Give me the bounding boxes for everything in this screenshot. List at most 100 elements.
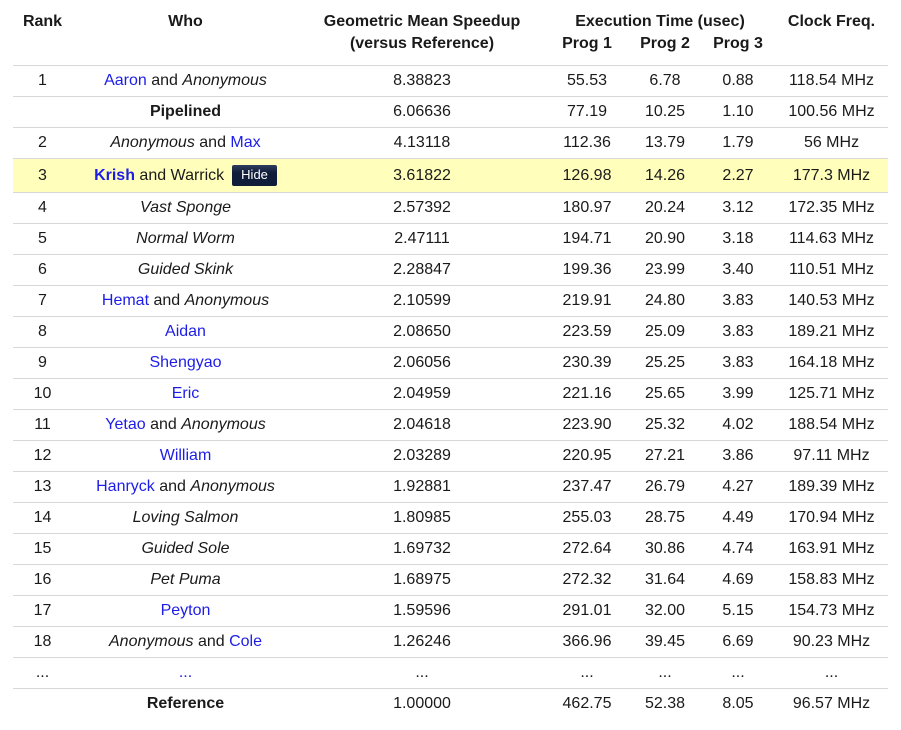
prog3-cell: 0.88 [722,72,754,89]
who-cell: Hanryck and Anonymous [72,472,299,503]
prog3-cell: 3.18 [722,230,754,248]
prog2-cell: 26.79 [644,478,686,496]
who-text: and [154,478,191,496]
clock-cell: 125.71 MHz [788,385,875,403]
who-link[interactable]: Shengyao [149,354,222,372]
col-header-prog3: Prog 3 [713,35,763,52]
who-cell: William [72,441,299,472]
prog3-cell: 2.27 [722,166,754,184]
prog2-cell: 14.26 [644,166,686,184]
prog1-cell: 55.53 [566,72,608,89]
speedup-cell: 6.06636 [393,103,451,120]
who-link[interactable]: Eric [171,385,200,403]
who-link[interactable]: Krish [94,166,135,184]
who-text: Guided Skink [137,261,234,279]
who-cell: Normal Worm [72,224,299,255]
who-cell: Peyton [72,596,299,627]
speedup-cell: 1.26246 [393,633,451,651]
table-row: 4 Vast Sponge 2.57392 180.97 20.24 3.12 172.35… [13,193,888,224]
speedup-cell: 1.80985 [393,509,451,527]
prog1-cell: ... [580,664,594,682]
who-text: and [193,633,230,651]
col-header-speedup-sub: (versus Reference) [349,35,495,52]
prog3-cell: ... [731,664,745,682]
who-link[interactable]: Hemat [101,292,150,310]
prog1-cell: 126.98 [562,166,612,184]
col-header-clock: Clock Freq. [787,13,876,30]
table-row: 3 Krish and Warrick Hide 3.61822 126.98 14.26… [13,158,888,193]
rank-cell: 9 [38,354,47,372]
col-header-rank-sub [13,33,72,66]
prog3-cell: 3.83 [722,292,754,310]
rank-cell: 16 [33,571,52,589]
who-link[interactable]: Peyton [160,602,211,620]
col-header-prog2: Prog 2 [640,35,690,52]
who-link[interactable]: Aaron [104,72,147,89]
rank-cell: 3 [38,166,47,184]
who-text: Guided Sole [141,540,230,558]
who-link[interactable]: Aidan [165,323,206,341]
who-link[interactable]: Cole [229,633,262,651]
table-row: Pipelined 6.06636 77.19 10.25 1.10 100.56 MHz [13,97,888,128]
prog1-cell: 223.90 [562,416,612,434]
prog1-cell: 255.03 [562,509,612,527]
table-row: 15 Guided Sole 1.69732 272.64 30.86 4.74 163.9… [13,534,888,565]
prog3-cell: 3.99 [722,385,754,403]
who-cell: Aaron and Anonymous [72,66,299,97]
table-row: 14 Loving Salmon 1.80985 255.03 28.75 4.49 170… [13,503,888,534]
prog1-cell: 366.96 [562,633,612,651]
rank-cell: 14 [33,509,52,527]
leaderboard-table: Rank Who Geometric Mean Speedup Executio… [13,0,888,719]
prog1-cell: 230.39 [562,354,612,372]
who-text: Loving Salmon [132,509,239,527]
prog1-cell: 272.64 [562,540,612,558]
prog2-cell: 20.24 [644,199,686,217]
prog3-cell: 8.05 [722,695,754,713]
who-link[interactable]: William [159,447,212,465]
prog2-cell: 27.21 [644,447,686,465]
rank-cell: ... [35,664,50,682]
hide-button[interactable]: Hide [232,165,277,187]
prog3-cell: 4.74 [722,540,754,558]
prog1-cell: 272.32 [562,571,612,589]
who-link[interactable]: Yetao [105,416,146,434]
rank-cell: 10 [33,385,52,403]
table-row: 7 Hemat and Anonymous 2.10599 219.91 24.80 3.… [13,286,888,317]
prog2-cell: 6.78 [649,72,681,89]
who-cell: ... [72,658,299,689]
who-cell: Shengyao [72,348,299,379]
who-text: Anonymous [110,134,195,151]
prog1-cell: 291.01 [562,602,612,620]
speedup-cell: 1.59596 [393,602,451,620]
who-link[interactable]: Hanryck [96,478,155,496]
speedup-cell: 2.28847 [393,261,451,279]
col-header-rank: Rank [22,13,63,30]
table-header: Rank Who Geometric Mean Speedup Executio… [13,0,888,66]
who-cell: Loving Salmon [72,503,299,534]
clock-cell: 140.53 MHz [788,292,875,310]
who-link[interactable]: Max [230,134,261,151]
rank-cell: 6 [38,261,47,279]
speedup-cell: 8.38823 [393,72,451,89]
speedup-cell: 2.04959 [393,385,451,403]
who-text: and [194,134,231,151]
table-row: 16 Pet Puma 1.68975 272.32 31.64 4.69 158.83 M… [13,565,888,596]
who-text: Reference [146,695,225,713]
who-text: Anonymous [190,478,275,496]
prog1-cell: 112.36 [563,134,611,151]
prog1-cell: 180.97 [562,199,612,217]
speedup-cell: 2.04618 [393,416,451,434]
who-cell: Guided Sole [72,534,299,565]
clock-cell: 56 MHz [803,134,860,151]
rank-cell: 11 [34,416,51,434]
prog2-cell: 23.99 [644,261,686,279]
who-link[interactable]: ... [178,664,193,682]
col-header-who-sub [72,33,299,66]
clock-cell: 177.3 MHz [792,166,871,184]
table-row: 10 Eric 2.04959 221.16 25.65 3.99 125.71 MHz [13,379,888,410]
who-cell: Eric [72,379,299,410]
prog3-cell: 4.27 [722,478,754,496]
col-header-clock-sub [775,33,888,66]
clock-cell: 100.56 MHz [788,103,875,120]
clock-cell: 90.23 MHz [792,633,871,651]
